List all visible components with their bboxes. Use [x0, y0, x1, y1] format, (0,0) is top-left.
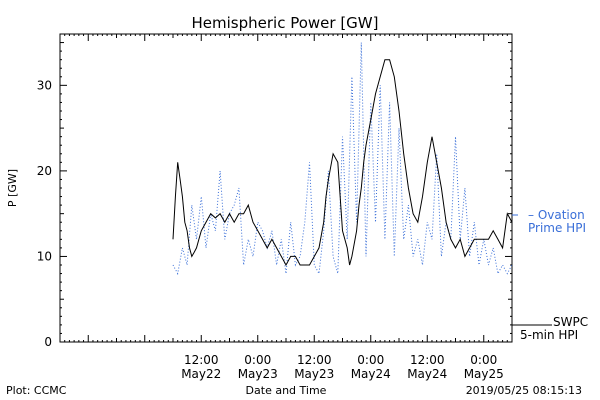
y-axis: 0 10 20 30 — [37, 33, 512, 349]
x-axis-label: Date and Time — [246, 384, 327, 397]
y-tick-label: 20 — [37, 164, 52, 178]
x-tick-date-label: May24 — [407, 367, 447, 381]
legend-ovation-line1: – Ovation — [528, 208, 585, 222]
y-tick-label: 30 — [37, 78, 52, 92]
x-tick-label: 0:00 — [244, 353, 271, 367]
x-tick-label: 12:00 — [410, 353, 445, 367]
x-tick-label: 12:00 — [297, 353, 332, 367]
x-axis: 12:00May220:00May2312:00May230:00May2412… — [59, 34, 513, 381]
x-tick-date-label: May22 — [181, 367, 221, 381]
footer-timestamp: 2019/05/25 08:15:13 — [466, 384, 582, 397]
footer-credit: Plot: CCMC — [6, 384, 67, 397]
x-tick-date-label: May23 — [238, 367, 278, 381]
y-tick-label: 10 — [37, 249, 52, 263]
series-layer — [172, 42, 513, 276]
y-tick-label: 0 — [44, 335, 52, 349]
legend-ovation-line2: Prime HPI — [528, 221, 586, 235]
chart-title: Hemispheric Power [GW] — [192, 14, 379, 32]
x-tick-date-label: May24 — [351, 367, 391, 381]
x-tick-date-label: May23 — [294, 367, 334, 381]
plot-frame — [59, 33, 513, 343]
legend-swpc-line2: 5-min HPI — [520, 328, 578, 342]
x-tick-label: 12:00 — [184, 353, 219, 367]
series-line-swpc — [172, 59, 513, 267]
legend-swpc-line1: SWPC — [553, 315, 588, 329]
x-tick-date-label: May25 — [464, 367, 504, 381]
series-line-ovation-prime — [172, 42, 513, 276]
y-axis-label: P [GW] — [6, 169, 19, 207]
x-tick-label: 0:00 — [357, 353, 384, 367]
x-tick-label: 0:00 — [470, 353, 497, 367]
